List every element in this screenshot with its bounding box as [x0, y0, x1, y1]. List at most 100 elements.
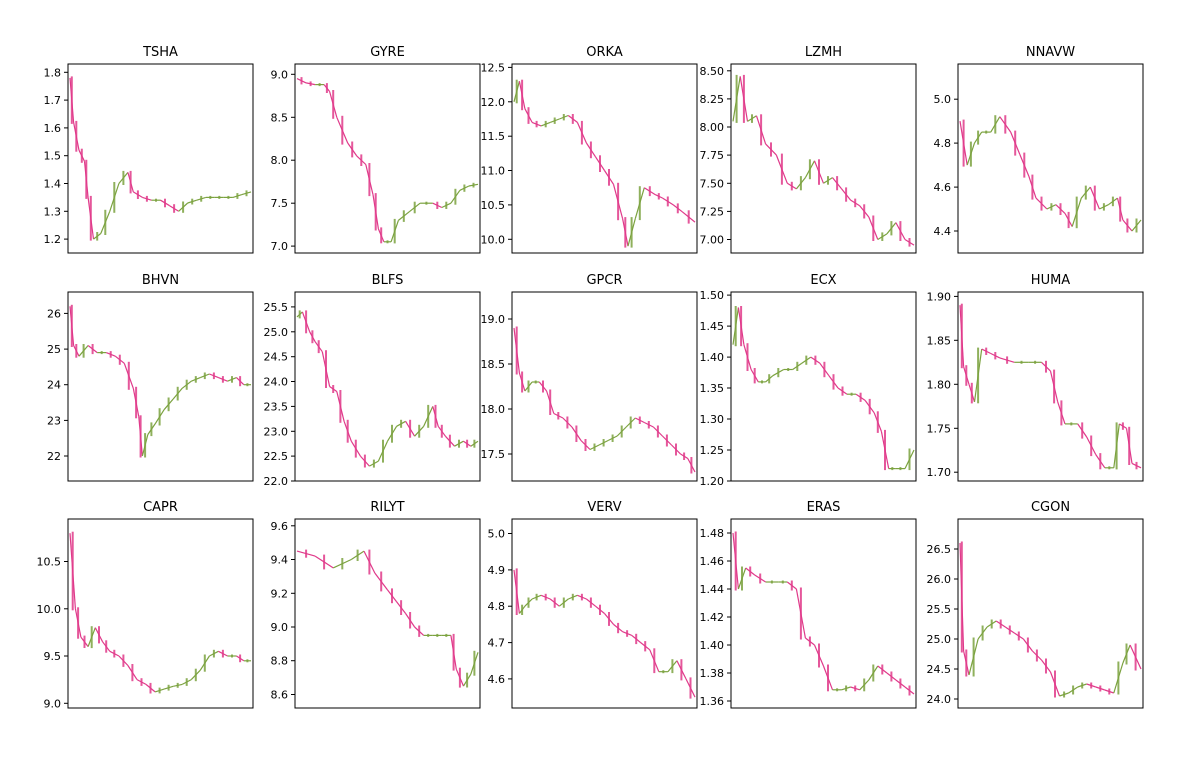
candle-mark [386, 240, 389, 244]
y-tick-label: 22.5 [264, 450, 289, 463]
candle-mark [298, 310, 301, 319]
candle-mark [368, 163, 371, 197]
candle-mark [325, 83, 328, 93]
candle-mark [332, 90, 335, 119]
y-tick-label: 8.50 [700, 65, 725, 78]
candle-mark [1006, 356, 1009, 364]
y-tick-label: 7.50 [700, 177, 725, 190]
candle-mark [91, 344, 94, 355]
subplot-title: RILYT [370, 500, 404, 515]
plot-frame [730, 63, 917, 254]
candle-mark [753, 368, 756, 384]
y-tick-label: 1.25 [700, 444, 725, 457]
candle-mark [191, 198, 194, 205]
candle-mark [630, 217, 633, 248]
subplot-title: ORKA [586, 45, 623, 60]
candle-mark [1081, 422, 1084, 439]
candle-mark [1004, 115, 1007, 134]
y-tick-label: 9.6 [271, 520, 289, 533]
subplot-title: HUMA [1031, 273, 1071, 288]
y-tick-label: 25.5 [264, 301, 289, 314]
candle-mark [372, 459, 375, 468]
candle-mark [617, 622, 620, 634]
y-tick-label: 9.0 [44, 697, 62, 710]
candle-mark [239, 376, 242, 387]
candle-mark [781, 580, 784, 584]
subplot-bhvn: BHVN 22 23 24 25 26 [47, 273, 254, 482]
y-tick-label: 7.5 [271, 197, 289, 210]
candle-mark [458, 667, 461, 688]
candle-mark [746, 343, 749, 371]
candle-mark [393, 218, 396, 244]
candle-mark [690, 457, 693, 474]
candle-mark [77, 607, 80, 639]
candle-mark [908, 448, 911, 471]
candle-mark [466, 439, 469, 448]
candle-mark [589, 597, 592, 608]
y-tick-label: 24.5 [264, 351, 289, 364]
candle-mark [325, 350, 327, 388]
candle-mark [374, 193, 377, 231]
candle-mark [571, 593, 574, 601]
y-tick-label: 24.5 [927, 663, 952, 676]
y-tick-label: 18.5 [481, 358, 506, 371]
y-tick-label: 10.0 [481, 233, 506, 246]
y-tick-label: 1.48 [700, 527, 725, 540]
candle-mark [965, 649, 968, 677]
candle-mark [850, 392, 853, 396]
candle-mark [1031, 174, 1034, 200]
candle-mark [656, 425, 659, 438]
candle-mark [521, 79, 524, 111]
y-tick-label: 24.0 [264, 376, 289, 389]
candle-mark [212, 372, 215, 380]
candle-mark [167, 397, 170, 412]
candle-mark [176, 682, 179, 688]
candle-mark [473, 650, 476, 676]
candle-mark [657, 193, 660, 200]
candle-mark [760, 114, 763, 146]
candle-mark [1063, 691, 1066, 698]
y-tick-label: 1.6 [44, 122, 62, 135]
candle-mark [735, 74, 738, 123]
candle-mark [854, 198, 857, 208]
candle-mark [436, 633, 439, 637]
candle-mark [777, 368, 780, 378]
candle-mark [75, 344, 78, 358]
candle-mark [150, 422, 153, 437]
candle-mark [167, 684, 170, 691]
candle-mark [100, 351, 103, 355]
candle-mark [1117, 661, 1120, 695]
candle-mark [1034, 360, 1037, 364]
y-tick-label: 1.5 [44, 150, 62, 163]
candle-mark [85, 159, 88, 199]
candle-mark [135, 386, 138, 419]
y-tick-label: 8.5 [271, 111, 289, 124]
candle-mark [1125, 643, 1128, 665]
candle-mark [305, 310, 308, 334]
candle-mark [75, 120, 78, 152]
y-tick-label: 24.0 [927, 693, 952, 706]
candle-mark [890, 221, 893, 236]
y-tick-label: 4.6 [488, 673, 506, 686]
candle-mark [1115, 422, 1118, 470]
candle-mark [527, 380, 530, 393]
candle-mark [515, 326, 518, 375]
candle-mark [575, 425, 578, 442]
candle-mark [382, 439, 384, 463]
y-tick-label: 1.20 [700, 475, 725, 488]
candle-mark [790, 181, 793, 191]
candle-mark [1081, 682, 1084, 689]
subplot-title: BHVN [142, 273, 179, 288]
candle-mark [759, 573, 762, 584]
y-tick-label: 8.00 [700, 121, 725, 134]
candle-mark [629, 416, 632, 429]
subplot-title: BLFS [372, 273, 404, 288]
candle-mark [434, 404, 437, 428]
candle-mark [796, 361, 799, 371]
candle-mark [687, 210, 690, 224]
candle-mark [1121, 422, 1124, 430]
candle-mark [182, 201, 185, 213]
candle-mark [872, 664, 875, 682]
y-tick-label: 26.0 [927, 573, 952, 586]
